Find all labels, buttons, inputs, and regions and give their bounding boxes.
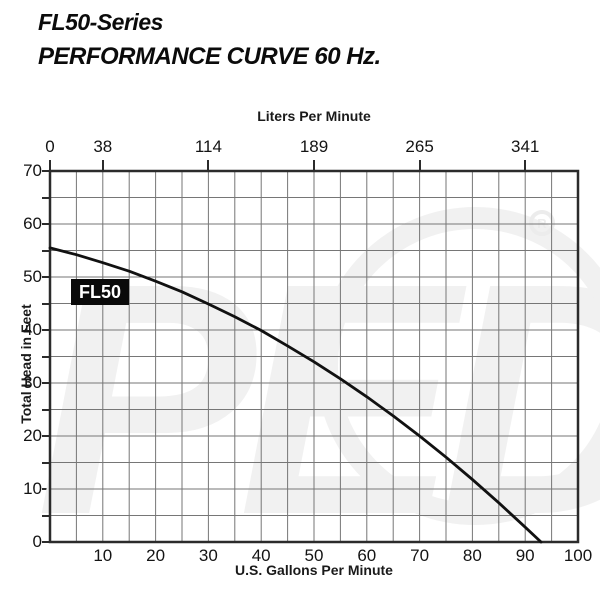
y-axis-tick-label: 20 xyxy=(23,426,42,445)
y-axis-tick-mark xyxy=(42,435,50,437)
top-axis-tick-mark xyxy=(101,160,104,171)
pump-curve-fl50 xyxy=(48,246,543,544)
y-axis-title: Total Head in Feet xyxy=(18,304,34,424)
x-axis-tick-label: 20 xyxy=(146,546,166,565)
top-axis-tick-mark xyxy=(207,160,210,171)
y-axis-tick-mark xyxy=(42,355,50,358)
title-block: FL50-Series PERFORMANCE CURVE 60 Hz. xyxy=(38,8,381,72)
top-axis-tick-label: 114 xyxy=(194,137,222,156)
y-axis-tick-label: 40 xyxy=(23,320,42,339)
y-axis-tick-label: 30 xyxy=(23,373,42,392)
top-axis-tick-mark xyxy=(524,160,527,171)
top-axis-tick-label: 38 xyxy=(93,137,113,156)
y-axis-tick-mark xyxy=(42,196,50,199)
x-axis-tick-label: 60 xyxy=(357,546,377,565)
x-axis-tick-label: 70 xyxy=(410,546,430,565)
y-axis-tick-mark xyxy=(42,514,50,517)
x-axis-title: U.S. Gallons Per Minute xyxy=(235,562,393,578)
page-subtitle: PERFORMANCE CURVE 60 Hz. xyxy=(38,42,381,70)
x-axis-tick-label: 80 xyxy=(462,546,482,565)
y-axis-tick-label: 60 xyxy=(23,214,42,233)
x-axis-tick-label: 30 xyxy=(198,546,218,565)
top-axis-title: Liters Per Minute xyxy=(257,108,371,124)
top-axis-tick-mark xyxy=(313,160,315,171)
y-axis-tick-mark xyxy=(42,276,50,278)
top-axis-tick-mark xyxy=(49,160,51,171)
x-axis-tick-label: 40 xyxy=(251,546,271,565)
top-axis-tick-label: 0 xyxy=(45,137,55,156)
watermark-registered-ring xyxy=(529,210,555,236)
y-axis-tick-mark xyxy=(42,249,50,252)
y-axis-tick-label: 10 xyxy=(23,479,42,498)
x-axis-tick-label: 90 xyxy=(515,546,535,565)
x-axis-tick-label: 50 xyxy=(304,546,324,565)
y-axis-tick-mark xyxy=(42,488,50,490)
y-axis-tick-mark xyxy=(42,170,50,172)
top-axis-tick-label: 265 xyxy=(405,137,434,156)
x-axis-tick-label: 100 xyxy=(563,546,593,565)
y-axis-tick-label: 70 xyxy=(23,161,42,180)
curve-label-badge: FL50 xyxy=(71,279,130,305)
y-axis-tick-label: 0 xyxy=(32,532,42,551)
x-axis-tick-label: 10 xyxy=(93,546,113,565)
y-axis-tick-mark xyxy=(42,541,50,543)
top-axis-tick-label: 341 xyxy=(511,137,540,156)
y-axis-tick-label: 50 xyxy=(23,267,42,286)
watermark-ring xyxy=(316,207,600,525)
y-axis-tick-mark xyxy=(42,302,50,305)
y-axis-tick-mark xyxy=(42,329,50,331)
y-axis-tick-mark xyxy=(42,461,50,464)
plot-area: PED R xyxy=(36,169,600,583)
top-axis-tick-label: 189 xyxy=(299,137,329,156)
y-axis-tick-mark xyxy=(42,223,50,225)
y-axis-tick-mark xyxy=(42,408,50,411)
y-axis-tick-mark xyxy=(42,382,50,384)
plot-border xyxy=(48,169,580,544)
page-title: FL50-Series xyxy=(38,9,163,35)
top-axis-tick-mark xyxy=(418,160,421,171)
